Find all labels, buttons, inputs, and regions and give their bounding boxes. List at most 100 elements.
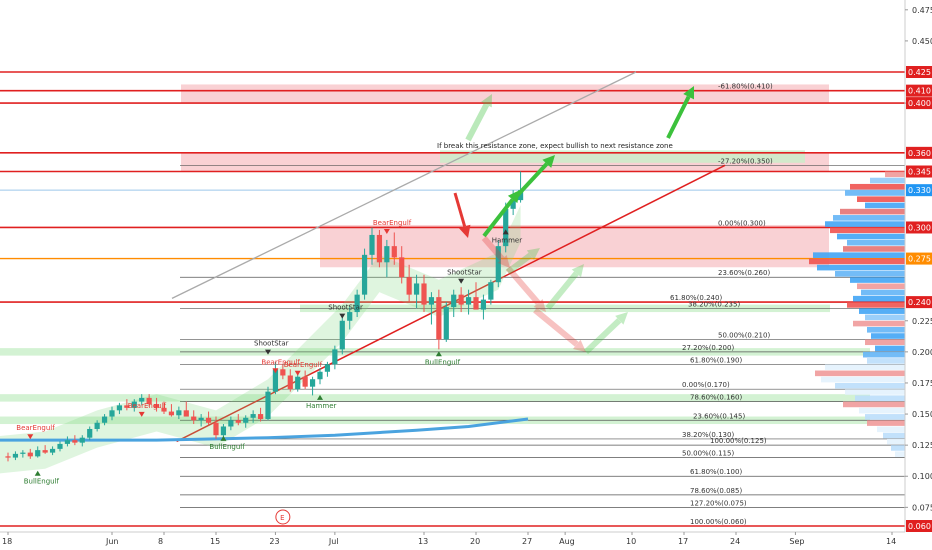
candle[interactable] bbox=[317, 368, 323, 385]
candle[interactable] bbox=[27, 448, 33, 459]
candle-body bbox=[347, 312, 353, 321]
bullish-arrow-2 bbox=[513, 155, 555, 200]
candle[interactable] bbox=[488, 279, 494, 305]
candle[interactable] bbox=[384, 239, 390, 278]
candle-body bbox=[443, 307, 449, 340]
candle[interactable] bbox=[131, 399, 137, 412]
candle[interactable] bbox=[480, 294, 487, 320]
candle[interactable] bbox=[146, 394, 152, 407]
volume-bar-10 bbox=[837, 233, 905, 240]
candle[interactable] bbox=[205, 411, 212, 426]
candle[interactable] bbox=[465, 289, 472, 315]
candle[interactable] bbox=[399, 246, 405, 284]
candle[interactable] bbox=[198, 414, 204, 427]
candle[interactable] bbox=[101, 414, 108, 426]
volume-bar-3 bbox=[845, 190, 905, 196]
candle[interactable] bbox=[213, 416, 219, 439]
candle[interactable] bbox=[64, 436, 71, 447]
candle-body bbox=[27, 452, 33, 457]
candle[interactable] bbox=[109, 406, 115, 421]
volume-bar-12 bbox=[843, 246, 905, 252]
candle[interactable] bbox=[458, 287, 464, 313]
candle[interactable] bbox=[369, 227, 375, 265]
candle[interactable] bbox=[168, 404, 175, 417]
candle[interactable] bbox=[324, 361, 331, 377]
ghost-arrow-green-2 bbox=[545, 264, 584, 310]
candle[interactable] bbox=[257, 407, 264, 422]
candle[interactable] bbox=[517, 171, 524, 203]
candle[interactable] bbox=[495, 239, 501, 288]
candle-body bbox=[213, 422, 219, 436]
candles-layer[interactable] bbox=[5, 171, 524, 462]
pattern-marker-up-12 bbox=[502, 229, 509, 235]
price-tick-label-12: 0.175 bbox=[912, 379, 932, 388]
volume-bar-16 bbox=[835, 271, 905, 277]
candle[interactable] bbox=[161, 401, 167, 415]
candle[interactable] bbox=[361, 248, 368, 300]
candle-body bbox=[488, 282, 494, 300]
candle[interactable] bbox=[309, 376, 316, 396]
candle[interactable] bbox=[191, 410, 197, 425]
candle[interactable] bbox=[116, 402, 123, 415]
pattern-marker-down-0 bbox=[27, 434, 34, 440]
candle[interactable] bbox=[451, 289, 457, 318]
price-label-text-7: 0.275 bbox=[908, 255, 931, 264]
candle[interactable] bbox=[57, 441, 63, 452]
candle[interactable] bbox=[94, 420, 100, 432]
candle-body bbox=[361, 254, 368, 295]
candle[interactable] bbox=[287, 369, 293, 392]
candle[interactable] bbox=[302, 370, 308, 390]
fib-label-14: 50.00%(0.115) bbox=[682, 450, 734, 458]
candle[interactable] bbox=[124, 399, 130, 411]
price-tick-label-15: 0.100 bbox=[912, 472, 932, 481]
candle[interactable] bbox=[79, 435, 85, 447]
time-tick-label-2: 8 bbox=[158, 537, 163, 546]
candle[interactable] bbox=[295, 373, 301, 392]
candle[interactable] bbox=[42, 445, 48, 454]
candle[interactable] bbox=[436, 289, 442, 350]
candle[interactable] bbox=[280, 364, 286, 380]
candle[interactable] bbox=[428, 292, 435, 325]
candle[interactable] bbox=[139, 394, 145, 406]
candle[interactable] bbox=[347, 307, 353, 330]
volume-bar-33 bbox=[821, 376, 905, 383]
candle[interactable] bbox=[413, 274, 420, 309]
candle[interactable] bbox=[87, 426, 93, 441]
candle[interactable] bbox=[443, 302, 449, 342]
candle[interactable] bbox=[354, 289, 360, 318]
candle[interactable] bbox=[228, 416, 234, 431]
candle[interactable] bbox=[72, 435, 78, 446]
candle-body bbox=[101, 416, 108, 423]
candle[interactable] bbox=[12, 451, 19, 461]
candle-body bbox=[183, 410, 189, 417]
candle[interactable] bbox=[49, 446, 56, 456]
candle[interactable] bbox=[406, 264, 412, 303]
price-label-text-0: 0.425 bbox=[908, 68, 931, 77]
price-tick-label-11: 0.200 bbox=[912, 348, 932, 357]
candle[interactable] bbox=[250, 410, 256, 423]
volume-bar-24 bbox=[853, 320, 905, 327]
resistance-zone-upper bbox=[181, 84, 829, 104]
fib-label-12: 38.20%(0.130) bbox=[682, 431, 734, 439]
candle[interactable] bbox=[272, 361, 279, 395]
candle[interactable] bbox=[473, 282, 479, 310]
candle[interactable] bbox=[421, 274, 427, 313]
ghost-arrow-red-3-shaft bbox=[533, 307, 579, 347]
candle[interactable] bbox=[176, 406, 182, 420]
candle[interactable] bbox=[243, 415, 249, 428]
candle[interactable] bbox=[20, 450, 26, 458]
candle[interactable] bbox=[35, 446, 41, 458]
candle[interactable] bbox=[265, 386, 271, 421]
candle[interactable] bbox=[391, 232, 397, 265]
candle[interactable] bbox=[376, 229, 383, 268]
earnings-marker-label: E bbox=[280, 514, 284, 522]
candle[interactable] bbox=[332, 345, 338, 370]
candle[interactable] bbox=[5, 452, 11, 462]
candle[interactable] bbox=[339, 317, 345, 355]
candle[interactable] bbox=[183, 401, 189, 417]
candle[interactable] bbox=[153, 397, 160, 412]
ghost-arrow-red-2-head bbox=[533, 298, 546, 312]
volume-bar-36 bbox=[855, 395, 905, 402]
candle[interactable] bbox=[235, 414, 241, 426]
